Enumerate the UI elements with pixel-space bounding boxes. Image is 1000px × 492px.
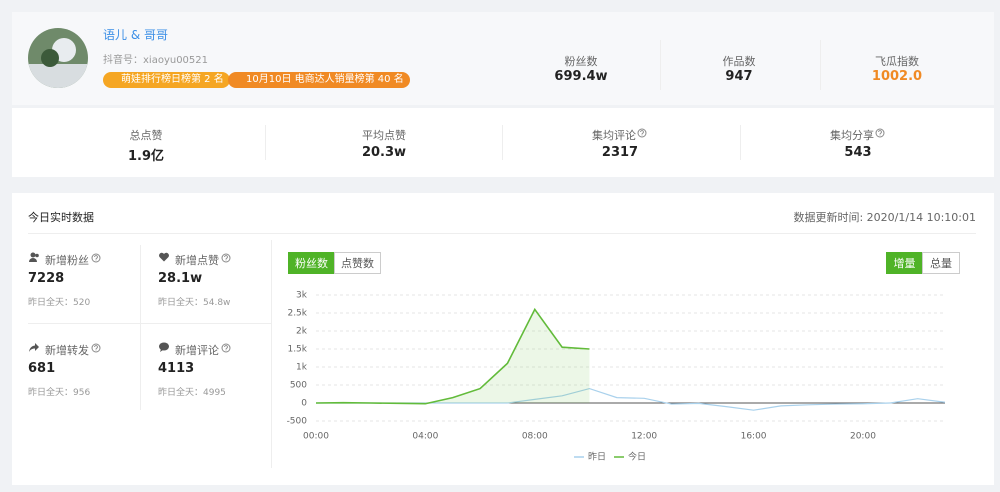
y-tick-label: 1k [296,363,308,373]
y-tick-label: 0 [301,399,307,409]
x-tick-label: 04:00 [412,432,438,442]
divider [502,125,503,160]
metric-label: 新增点赞 [175,254,219,267]
divider [265,125,266,160]
stat-label: 作品数 [722,55,756,68]
tab-button[interactable]: 点赞数 [334,252,381,274]
comment-icon [159,342,169,352]
rank-badge[interactable]: 萌娃排行榜日榜第 2 名 [103,72,230,88]
help-icon[interactable] [637,128,647,138]
summary-value: 20.3w [361,145,407,160]
like-icon [159,252,169,262]
metric-value: 681 [28,361,56,376]
x-tick-label: 12:00 [631,432,657,442]
realtime-card [12,193,994,485]
fans-icon [29,252,39,262]
update-time: 数据更新时间: 2020/1/14 10:10:01 [793,211,976,224]
divider [740,125,741,160]
metric-yesterday: 昨日全天：4995 [158,388,226,398]
help-icon[interactable] [91,253,101,263]
section-title: 今日实时数据 [28,211,94,224]
metric-value: 28.1w [158,271,203,286]
summary-label: 总点赞 [129,129,163,142]
summary-label: 平均点赞 [362,129,406,142]
metric-yesterday: 昨日全天：54.8w [158,298,231,308]
y-tick-label: -500 [287,417,308,427]
y-tick-label: 3k [296,291,308,301]
avatar [28,28,88,88]
profile-card [12,12,994,105]
divider [660,40,661,90]
series-line [316,387,946,411]
summary-label: 集均评论 [592,129,636,142]
share-icon [29,343,39,352]
x-tick-label: 08:00 [522,432,548,442]
mode-button[interactable]: 增量 [886,252,923,274]
help-icon[interactable] [875,128,885,138]
legend-label: 昨日 [588,451,606,463]
metric-yesterday: 昨日全天：956 [28,388,91,398]
y-tick-label: 2k [296,327,308,337]
mode-button[interactable]: 总量 [922,252,960,274]
series-area [316,309,590,404]
douyin-id: 抖音号：xiaoyu00521 [103,55,209,66]
summary-value: 543 [844,145,872,160]
metric-value: 4113 [158,361,195,376]
divider [28,323,271,324]
stat-value: 1002.0 [871,69,923,84]
user-name[interactable]: 语儿 & 哥哥 [103,28,168,42]
summary-value: 2317 [601,145,639,160]
help-icon[interactable] [221,343,231,353]
series-line [315,307,590,405]
help-icon[interactable] [221,253,231,263]
help-icon[interactable] [91,343,101,353]
stat-label: 粉丝数 [564,55,598,68]
summary-label: 集均分享 [830,129,874,142]
divider [271,240,272,468]
y-tick-label: 1.5k [287,345,307,355]
metric-value: 7228 [28,271,65,286]
stat-label: 飞瓜指数 [875,55,919,68]
divider [820,40,821,90]
metric-label: 新增评论 [175,344,219,357]
x-tick-label: 20:00 [850,432,876,442]
rank-badge[interactable]: 10月10日 电商达人销量榜第 40 名 [228,72,410,88]
y-tick-label: 2.5k [287,309,307,319]
summary-value: 1.9亿 [127,149,165,164]
stat-value: 699.4w [554,69,608,84]
divider [28,233,976,234]
metric-yesterday: 昨日全天：520 [28,298,91,308]
summary-card [12,108,994,177]
x-tick-label: 00:00 [303,432,329,442]
y-tick-label: 500 [290,381,307,391]
legend-label: 今日 [628,451,646,463]
metric-label: 新增粉丝 [45,254,89,267]
x-tick-label: 16:00 [741,432,767,442]
divider [140,245,141,410]
stat-value: 947 [725,69,753,84]
metric-label: 新增转发 [45,344,89,357]
